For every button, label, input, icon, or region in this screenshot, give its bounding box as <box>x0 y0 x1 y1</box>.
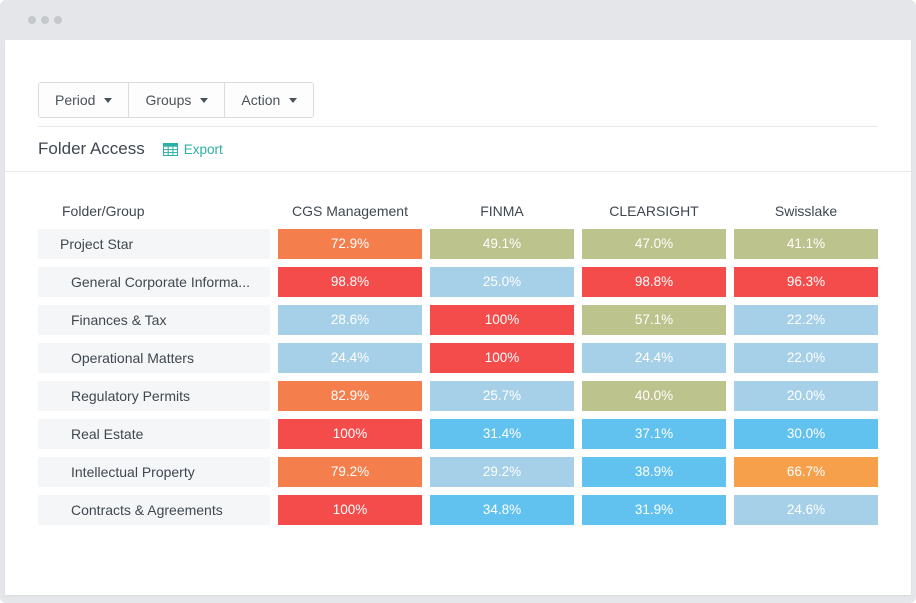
heatmap-cell: 72.9% <box>278 229 422 259</box>
folder-label: Project Star <box>38 229 270 259</box>
heatmap-cell: 79.2% <box>278 457 422 487</box>
heatmap-cell: 38.9% <box>582 457 726 487</box>
folder-label: Finances & Tax <box>38 305 270 335</box>
section-header: Folder Access Export <box>5 127 911 172</box>
heatmap-cell: 24.4% <box>582 343 726 373</box>
period-dropdown-button[interactable]: Period <box>39 83 128 117</box>
heatmap-cell: 98.8% <box>582 267 726 297</box>
folder-label: Regulatory Permits <box>38 381 270 411</box>
heatmap-cell: 31.9% <box>582 495 726 525</box>
export-link-label: Export <box>183 141 223 157</box>
column-header-folder-group: Folder/Group <box>62 203 145 219</box>
heatmap-cell: 29.2% <box>430 457 574 487</box>
folder-label: General Corporate Informa... <box>38 267 270 297</box>
column-header-clearsight: CLEARSIGHT <box>609 203 699 219</box>
heatmap-cell: 31.4% <box>430 419 574 449</box>
heatmap-cell: 20.0% <box>734 381 878 411</box>
page-title: Folder Access <box>38 139 145 158</box>
window-dot-icon <box>41 16 49 24</box>
heatmap-cell: 24.4% <box>278 343 422 373</box>
heatmap-cell: 30.0% <box>734 419 878 449</box>
export-link[interactable]: Export <box>162 141 223 157</box>
heatmap-cell: 82.9% <box>278 381 422 411</box>
toolbar-divider <box>38 126 878 127</box>
folder-access-heatmap-table: Folder/Group CGS Management FINMA CLEARS… <box>5 172 911 525</box>
heatmap-cell: 34.8% <box>430 495 574 525</box>
folder-label: Contracts & Agreements <box>38 495 270 525</box>
period-dropdown-label: Period <box>55 92 96 108</box>
groups-dropdown-button[interactable]: Groups <box>128 83 224 117</box>
heatmap-cell: 96.3% <box>734 267 878 297</box>
heatmap-cell: 25.0% <box>430 267 574 297</box>
heatmap-cell: 25.7% <box>430 381 574 411</box>
heatmap-cell: 22.0% <box>734 343 878 373</box>
action-dropdown-label: Action <box>241 92 281 108</box>
heatmap-cell: 37.1% <box>582 419 726 449</box>
heatmap-cell: 66.7% <box>734 457 878 487</box>
heatmap-cell: 28.6% <box>278 305 422 335</box>
folder-label: Intellectual Property <box>38 457 270 487</box>
window-dot-icon <box>28 16 36 24</box>
heatmap-cell: 41.1% <box>734 229 878 259</box>
action-dropdown-button[interactable]: Action <box>224 83 313 117</box>
column-header-swisslake: Swisslake <box>774 203 838 219</box>
column-header-finma: FINMA <box>480 203 524 219</box>
heatmap-cell: 22.2% <box>734 305 878 335</box>
groups-dropdown-label: Groups <box>145 92 192 108</box>
chevron-down-icon <box>200 97 209 103</box>
heatmap-cell: 24.6% <box>734 495 878 525</box>
chevron-down-icon <box>289 97 298 103</box>
toolbar: Period Groups Action <box>5 40 911 127</box>
heatmap-cell: 100% <box>430 305 574 335</box>
chevron-down-icon <box>104 97 113 103</box>
folder-label: Operational Matters <box>38 343 270 373</box>
toolbar-button-group: Period Groups Action <box>38 82 315 118</box>
heatmap-cell: 57.1% <box>582 305 726 335</box>
heatmap-cell: 40.0% <box>582 381 726 411</box>
main-panel: Period Groups Action Folder Access <box>5 40 911 595</box>
table-grid-icon <box>162 142 178 156</box>
heatmap-cell: 100% <box>430 343 574 373</box>
heatmap-cell: 100% <box>278 495 422 525</box>
heatmap-cell: 47.0% <box>582 229 726 259</box>
heatmap-cell: 49.1% <box>430 229 574 259</box>
heatmap-cell: 98.8% <box>278 267 422 297</box>
window-titlebar <box>0 0 916 40</box>
folder-label: Real Estate <box>38 419 270 449</box>
heatmap-cell: 100% <box>278 419 422 449</box>
window-dot-icon <box>54 16 62 24</box>
column-header-cgs-management: CGS Management <box>292 203 408 219</box>
